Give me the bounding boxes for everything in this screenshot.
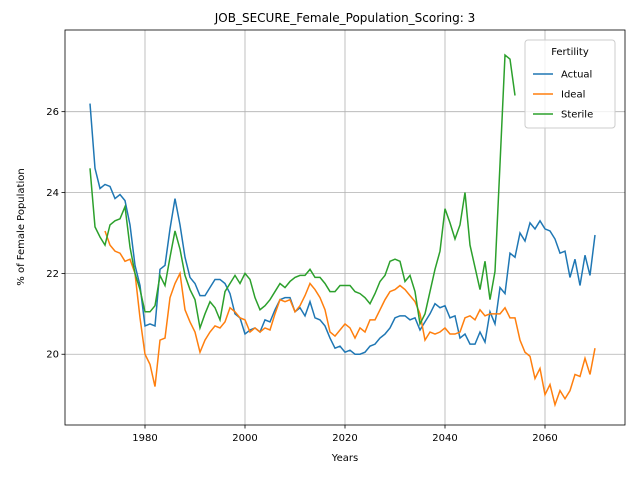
x-tick-label: 2060: [532, 433, 557, 444]
series-line: [89, 103, 596, 355]
legend-label: Sterile: [561, 110, 593, 121]
legend: Fertility Actual Ideal Sterile: [524, 39, 616, 129]
series-line: [104, 230, 596, 408]
plot-frame: [64, 29, 626, 426]
legend-label: Actual: [561, 70, 592, 81]
y-tick-label: 26: [46, 107, 59, 118]
series-line: [89, 53, 516, 331]
y-axis-label: % of Female Population: [16, 168, 27, 285]
y-tick-label: 24: [46, 188, 59, 199]
y-tick-label: 22: [46, 269, 59, 280]
y-tick-label: 20: [46, 350, 59, 361]
legend-box: [524, 39, 616, 129]
legend-title: Fertility: [551, 47, 589, 58]
legend-label: Ideal: [561, 90, 585, 101]
x-tick-label: 2020: [332, 433, 357, 444]
chart-title: JOB_SECURE_Female_Population_Scoring: 3: [214, 11, 475, 25]
x-tick-label: 2000: [232, 433, 257, 444]
x-tick-label: 2040: [432, 433, 457, 444]
x-tick-label: 1980: [132, 433, 157, 444]
x-axis-label: Years: [331, 453, 358, 464]
